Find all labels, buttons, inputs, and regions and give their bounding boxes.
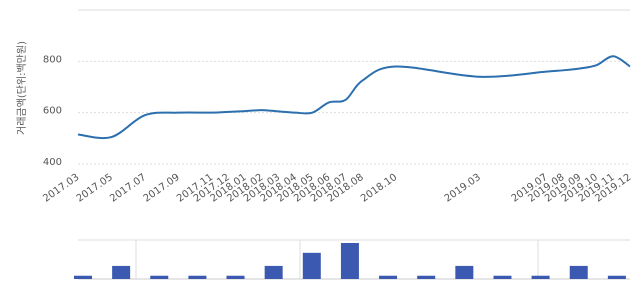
- volume-bar: [379, 275, 398, 279]
- y-tick-label: 600: [43, 106, 62, 117]
- volume-bar: [150, 275, 169, 279]
- volume-bar: [417, 275, 436, 279]
- volume-bar: [112, 265, 131, 279]
- y-tick-label: 400: [43, 157, 62, 168]
- x-tick-label: 2017.09: [142, 172, 182, 205]
- volume-bar: [264, 265, 283, 279]
- volume-bar: [493, 275, 512, 279]
- x-tick-label: 2017.07: [108, 172, 148, 205]
- volume-bar: [188, 275, 207, 279]
- y-axis-label: 거래금액(단위:백만원): [15, 41, 28, 135]
- volume-bar: [607, 275, 626, 279]
- volume-bar: [569, 265, 588, 279]
- volume-bar: [531, 275, 550, 279]
- price-line: [77, 55, 631, 140]
- y-tick-label: 800: [43, 54, 62, 65]
- volume-bar: [340, 243, 359, 279]
- volume-bar: [455, 265, 474, 279]
- volume-bar: [226, 275, 245, 279]
- x-tick-label: 2017.05: [75, 172, 115, 205]
- x-tick-label: 2018.10: [359, 172, 399, 205]
- x-tick-label: 2017.03: [41, 172, 81, 205]
- volume-bar: [74, 275, 92, 279]
- x-tick-label: 2019.03: [443, 172, 483, 205]
- volume-bar: [302, 252, 321, 279]
